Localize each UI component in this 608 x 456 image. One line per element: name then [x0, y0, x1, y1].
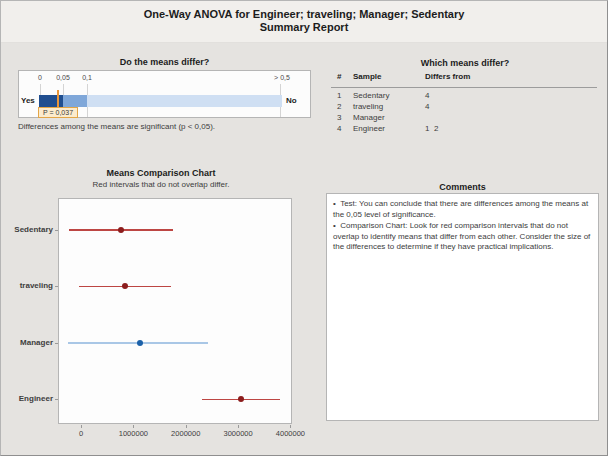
bullet-icon: • [333, 221, 336, 230]
gauge-tick-01: 0,1 [82, 74, 92, 81]
x-axis-tick-label: 1000000 [119, 429, 148, 438]
significance-note: Differences among the means are signific… [18, 122, 311, 131]
x-axis-tick [238, 425, 239, 428]
p-value-gauge: 0 0,05 0,1 > 0,5 Yes No P = 0,037 [18, 70, 311, 118]
table-header-rule [331, 87, 597, 88]
x-axis-tick [290, 425, 291, 428]
bullet-icon: • [333, 199, 336, 208]
row-differs: 4 [425, 102, 429, 111]
table-row: 4 Engineer 1 2 [331, 124, 599, 135]
comments-panel: • Test: You can conclude that there are … [326, 193, 599, 421]
row-num: 3 [337, 113, 341, 122]
bar-segment-significant [39, 95, 63, 107]
comment-item: • Test: You can conclude that there are … [333, 199, 592, 220]
comments-title: Comments [326, 182, 599, 192]
col-header-differs: Differs from [425, 72, 470, 81]
bar-segment-marginal [63, 95, 87, 107]
chart-subtitle: Red intervals that do not overlap differ… [11, 180, 311, 189]
y-axis-label: Engineer [1, 394, 53, 403]
gauge-no-label: No [286, 96, 297, 105]
gauge-tick-005: 0,05 [56, 74, 70, 81]
chart-plot-area [58, 198, 292, 424]
y-axis-label: Manager [1, 338, 53, 347]
gauge-tick-05: > 0,5 [274, 74, 290, 81]
gauge-yes-label: Yes [21, 96, 35, 105]
y-axis-label: traveling [1, 281, 53, 290]
x-axis-tick-label: 3000000 [223, 429, 252, 438]
table-row: 3 Manager [331, 113, 599, 124]
x-axis-tick [186, 425, 187, 428]
row-sample: Manager [353, 113, 385, 122]
table-row: 2 traveling 4 [331, 102, 599, 113]
row-sample: Sedentary [353, 91, 389, 100]
x-axis-tick-label: 2000000 [171, 429, 200, 438]
x-axis-tick [133, 425, 134, 428]
gauge-title: Do the means differ? [18, 57, 311, 67]
p-value-flag: P = 0,037 [38, 107, 78, 118]
col-header-num: # [337, 72, 341, 81]
comment-text: Comparison Chart: Look for red compariso… [333, 221, 590, 251]
table-header-row: # Sample Differs from [331, 72, 599, 83]
page-title: One-Way ANOVA for Engineer; traveling; M… [1, 8, 607, 20]
row-differs: 1 2 [425, 124, 438, 133]
x-axis-tick-label: 0 [79, 429, 83, 438]
x-axis-tick [81, 425, 82, 428]
row-num: 1 [337, 91, 341, 100]
row-sample: Engineer [353, 124, 385, 133]
which-means-differ-title: Which means differ? [331, 58, 599, 68]
comment-item: • Comparison Chart: Look for red compari… [333, 221, 592, 253]
gauge-tick-0: 0 [38, 74, 42, 81]
row-sample: traveling [353, 102, 383, 111]
y-axis-label: Sedentary [1, 225, 53, 234]
x-axis-tick-label: 4000000 [276, 429, 305, 438]
bar-segment-not-significant [87, 95, 282, 107]
table-row: 1 Sedentary 4 [331, 91, 599, 102]
comment-text: Test: You can conclude that there are di… [333, 199, 588, 219]
anova-summary-report: One-Way ANOVA for Engineer; traveling; M… [0, 0, 608, 456]
p-value-bar [39, 95, 282, 107]
page-subtitle: Summary Report [1, 21, 607, 33]
col-header-sample: Sample [353, 72, 381, 81]
row-num: 2 [337, 102, 341, 111]
chart-title: Means Comparison Chart [11, 168, 311, 178]
row-differs: 4 [425, 91, 429, 100]
row-num: 4 [337, 124, 341, 133]
